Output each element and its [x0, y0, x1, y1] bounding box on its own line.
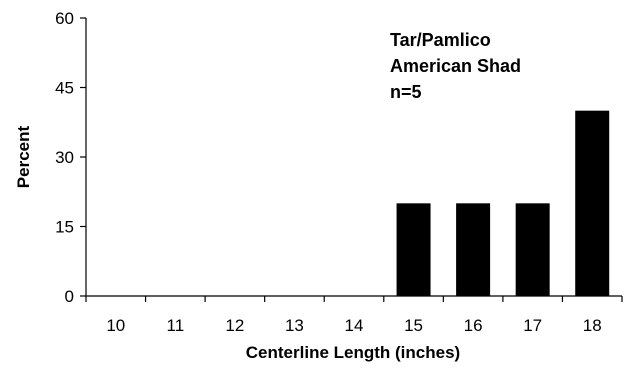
x-tick-label-18: 18 — [583, 316, 602, 335]
bars-group — [396, 110, 610, 296]
x-tick-label-16: 16 — [464, 316, 483, 335]
axes-group — [80, 17, 623, 302]
bar-18 — [575, 110, 610, 296]
annotation-line-1: Tar/Pamlico — [390, 30, 491, 50]
x-tick-label-15: 15 — [404, 316, 423, 335]
annotation-line-2: American Shad — [390, 56, 521, 76]
bar-17 — [515, 203, 550, 296]
y-tick-label-0: 0 — [65, 287, 74, 306]
x-tick-label-13: 13 — [285, 316, 304, 335]
x-axis-title: Centerline Length (inches) — [246, 343, 460, 362]
x-tick-label-14: 14 — [345, 316, 364, 335]
x-tick-label-10: 10 — [106, 316, 125, 335]
bar-16 — [456, 203, 491, 296]
y-tick-label-30: 30 — [55, 148, 74, 167]
y-tick-label-45: 45 — [55, 79, 74, 98]
x-tick-label-11: 11 — [167, 316, 185, 335]
bar-15 — [396, 203, 431, 296]
tick-labels-group: 0 15 30 45 60 10 11 12 13 14 15 16 17 18 — [55, 9, 602, 335]
annotation-line-3: n=5 — [390, 82, 422, 102]
x-tick-label-12: 12 — [225, 316, 244, 335]
y-tick-label-60: 60 — [55, 9, 74, 28]
x-tick-label-17: 17 — [523, 316, 542, 335]
y-tick-label-15: 15 — [55, 218, 74, 237]
y-axis-title: Percent — [14, 125, 33, 188]
